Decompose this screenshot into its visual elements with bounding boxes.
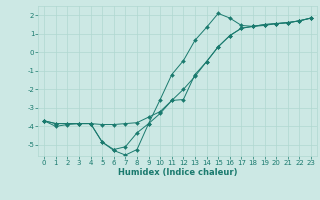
X-axis label: Humidex (Indice chaleur): Humidex (Indice chaleur)	[118, 168, 237, 177]
